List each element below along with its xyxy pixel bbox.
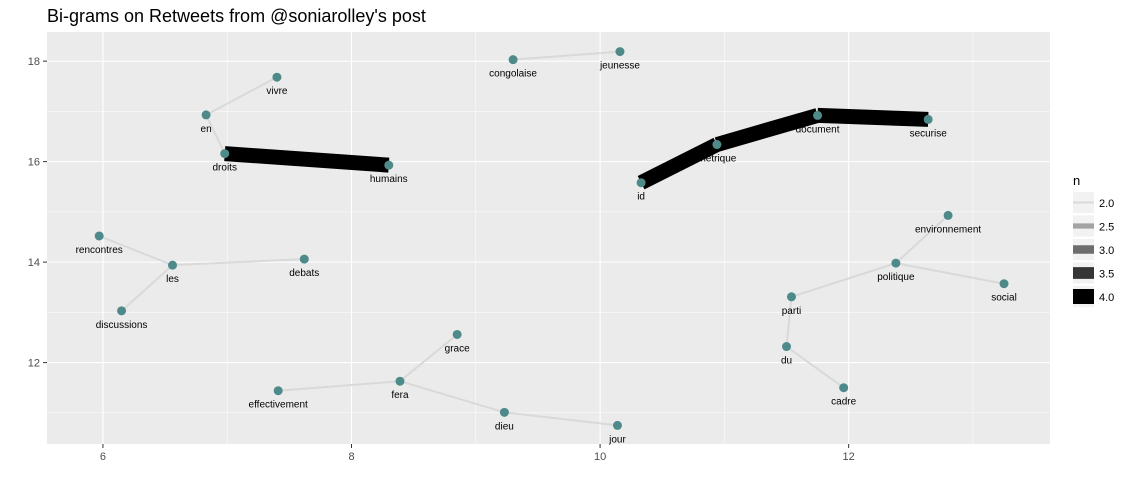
node-label-jeunesse: jeunesse — [599, 61, 640, 72]
edge-en-vivre — [205, 76, 278, 116]
node-jeunesse — [615, 47, 625, 57]
node-label-metrique: metrique — [697, 154, 736, 165]
node-environnement — [943, 210, 953, 220]
node-label-congolaise: congolaise — [489, 69, 537, 80]
legend-label: 3.5 — [1099, 269, 1114, 281]
edge-les-discussions — [120, 264, 174, 312]
node-effectivement — [273, 386, 283, 396]
node-congolaise — [508, 55, 518, 65]
node-document — [813, 110, 823, 120]
node-social — [999, 279, 1009, 289]
edge-layer — [98, 50, 1005, 427]
x-tick-label: 6 — [100, 451, 106, 463]
node-id — [636, 178, 646, 188]
edge-les-debats — [172, 258, 305, 267]
node-discussions — [117, 306, 127, 316]
legend-label: 4.0 — [1099, 292, 1114, 304]
node-label-discussions: discussions — [96, 320, 148, 331]
node-label-dieu: dieu — [495, 421, 514, 432]
edge-du-cadre — [785, 345, 845, 389]
axis-layer: 6 8 10 12 12 14 16 18 — [28, 56, 855, 463]
node-label-vivre: vivre — [266, 86, 288, 97]
node-grace — [452, 329, 462, 339]
edge-document-securise — [817, 107, 929, 127]
node-label-document: document — [796, 124, 840, 135]
node-label-politique: politique — [877, 272, 915, 283]
node-humains — [384, 160, 394, 170]
legend-key-swatch — [1073, 223, 1094, 229]
node-parti — [786, 292, 796, 302]
grid-layer — [47, 32, 1050, 444]
edge-droits-humains — [224, 146, 390, 173]
legend-label: 3.0 — [1099, 245, 1114, 257]
node-label-effectivement: effectivement — [249, 400, 309, 411]
edge-rencontres-les — [98, 235, 173, 267]
label-layer: vivre en droits humains congolaise jeunesse id… — [76, 61, 1017, 446]
node-label-id: id — [637, 192, 645, 203]
legend-key-swatch — [1073, 289, 1094, 304]
node-debats — [299, 254, 309, 264]
x-tick-label: 10 — [594, 451, 606, 463]
node-label-parti: parti — [782, 306, 801, 317]
node-label-debats: debats — [289, 268, 319, 279]
node-label-grace: grace — [445, 343, 470, 354]
y-tick-label: 16 — [28, 157, 40, 169]
edge-dieu-jour — [504, 411, 618, 427]
edge-politique-social — [895, 262, 1005, 285]
node-label-fera: fera — [391, 390, 409, 401]
node-label-social: social — [991, 293, 1017, 304]
edge-fera-grace — [399, 333, 458, 382]
chart-title: Bi-grams on Retweets from @soniarolley's… — [47, 6, 426, 26]
node-dieu — [499, 407, 509, 417]
legend: n 2.0 2.5 3.0 3.5 4.0 — [1073, 173, 1114, 307]
node-du — [782, 342, 792, 352]
edge-id-metrique — [637, 137, 721, 190]
node-label-environnement: environnement — [915, 224, 981, 235]
y-tick-label: 18 — [28, 56, 40, 68]
y-tick-label: 14 — [28, 257, 40, 269]
legend-key-swatch — [1073, 201, 1094, 204]
legend-title: n — [1073, 173, 1080, 188]
x-tick-label: 12 — [843, 451, 855, 463]
node-label-rencontres: rencontres — [76, 245, 123, 256]
legend-label: 2.5 — [1099, 222, 1114, 234]
legend-key-swatch — [1073, 267, 1094, 279]
edge-parti-politique — [791, 262, 897, 298]
edge-metrique-document — [714, 108, 820, 152]
node-securise — [923, 114, 933, 124]
node-les — [168, 260, 178, 270]
y-tick-label: 12 — [28, 358, 40, 370]
node-politique — [891, 258, 901, 268]
node-label-droits: droits — [213, 163, 237, 174]
legend-label: 2.0 — [1099, 198, 1114, 210]
node-fera — [395, 376, 405, 386]
legend-key-swatch — [1073, 245, 1094, 254]
edge-en-droits — [205, 114, 226, 155]
edge-du-parti — [785, 296, 793, 347]
node-jour — [612, 420, 622, 430]
edge-effectivement-fera — [278, 380, 401, 392]
node-label-jour: jour — [608, 434, 626, 445]
edge-politique-environnement — [895, 214, 949, 264]
node-label-cadre: cadre — [831, 397, 856, 408]
edge-fera-dieu — [399, 380, 505, 414]
node-label-du: du — [781, 356, 792, 367]
node-label-en: en — [201, 124, 212, 135]
node-label-les: les — [166, 274, 179, 285]
node-droits — [220, 149, 230, 159]
node-metrique — [712, 140, 722, 150]
plot-panel — [47, 32, 1050, 444]
node-layer — [94, 47, 1009, 430]
x-tick-label: 8 — [348, 451, 354, 463]
edge-congolaise-jeunesse — [513, 50, 621, 61]
node-vivre — [272, 72, 282, 82]
node-rencontres — [94, 231, 104, 241]
node-cadre — [839, 383, 849, 393]
node-en — [201, 110, 211, 120]
node-label-humains: humains — [370, 174, 408, 185]
node-label-securise: securise — [910, 128, 948, 139]
